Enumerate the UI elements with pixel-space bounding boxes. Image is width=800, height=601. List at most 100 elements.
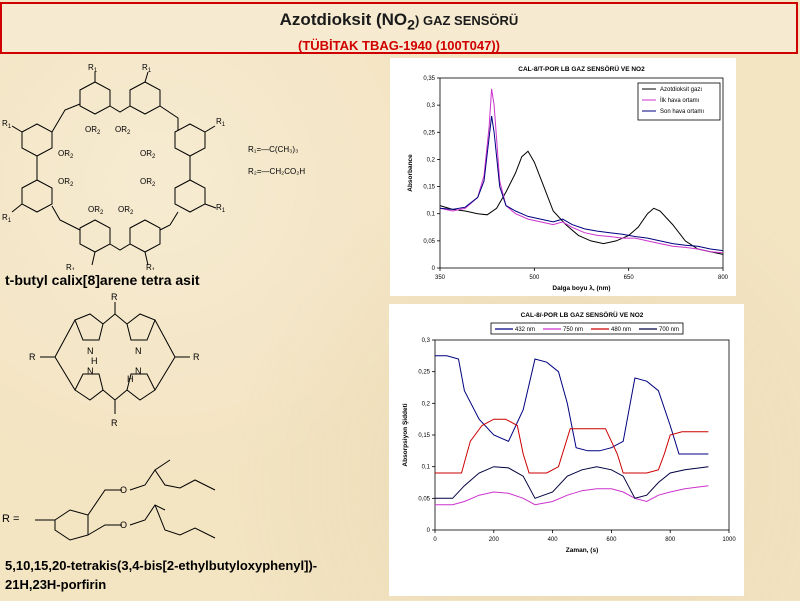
x-tick-label: 650 [624,275,635,281]
legend-box [490,322,684,335]
x-tick-label: 400 [548,537,559,543]
svg-text:OR2: OR2 [85,125,101,136]
r1-definition: R₁=—C(CH₃)₃ [248,145,298,154]
y-tick-label: 0 [427,528,431,534]
legend-entry: 480 nm [611,327,631,333]
svg-text:R1: R1 [2,213,12,224]
calixarene-structure: R1 R1 R1 R1 R1 R1 R1 R1 OR2 OR2 OR2 OR2 … [2,63,305,270]
series-line-2 [435,485,709,506]
series-line-2 [439,88,724,254]
y-tick-label: 0,2 [422,401,431,407]
ring-right-lower [174,179,206,213]
y-tick-label: 0,35 [423,76,435,82]
ring-bottom-left [79,219,111,253]
svg-text:H: H [91,356,98,366]
ring-top-left [79,81,111,115]
absorbance-chart-panel: CAL-8/T-POR LB GAZ SENSÖRÜ VE NO2 0 0,05 0,… [390,58,736,296]
calixarene-label: t-butyl calix[8]arene tetra asit [5,272,200,288]
y-tick-label: 0,25 [423,130,435,136]
time-chart: CAL-8/-POR LB GAZ SENSÖRÜ VE NO2 0 0,05 0,1… [402,310,736,554]
svg-text:OR2: OR2 [115,125,131,136]
y-tick-label: 0,1 [427,212,436,218]
legend-entry: 700 nm [659,327,679,333]
svg-text:OR2: OR2 [140,177,156,188]
ring-right-upper [174,123,206,157]
y-tick-label: 0,25 [418,370,430,376]
x-tick-label: 500 [529,275,540,281]
svg-text:R1: R1 [216,203,226,214]
svg-text:O: O [120,485,127,495]
y-tick-label: 0,1 [422,465,431,471]
x-tick-label: 0 [433,537,437,543]
legend-entry: İlk hava ortamı [660,97,700,104]
r2-definition: R₂=—CH₂CO₂H [248,167,305,176]
svg-text:R: R [29,352,36,362]
svg-text:OR2: OR2 [88,205,104,216]
x-axis-label: Zaman, (s) [566,547,599,554]
series-line-3 [435,418,709,474]
y-tick-label: 0,05 [423,239,435,245]
ring-bottom-right [129,219,161,253]
svg-text:R1: R1 [142,63,152,74]
y-axis-label: Absorbance [407,154,414,192]
y-tick-label: 0,3 [427,103,436,109]
y-tick-label: 0,15 [423,185,435,191]
ring-left-upper [21,123,53,157]
svg-text:OR2: OR2 [140,149,156,160]
series-line-1 [439,150,724,255]
svg-text:N: N [87,346,94,356]
svg-text:N: N [87,366,94,376]
series-line-3 [439,115,724,252]
substituent-structure: R = O O [2,459,216,541]
y-tick-label: 0,05 [418,496,430,502]
svg-text:R: R [111,418,118,428]
x-tick-label: 600 [606,537,617,543]
x-tick-label: 200 [489,537,500,543]
plot-area [434,339,730,531]
title-suffix: ) GAZ SENSÖRÜ [415,13,519,28]
legend-entry: Son hava ortamı [660,109,704,115]
porphyrin-label-line2: 21H,23H-porfirin [5,577,107,592]
page-subtitle: (TÜBİTAK TBAG-1940 (100T047)) [297,38,501,54]
svg-text:N: N [135,366,142,376]
x-axis-label: Dalga boyu λ, (nm) [552,284,610,292]
ring-top-right [129,81,161,115]
series-line-4 [435,466,709,499]
pyrrole-bottom-right [126,373,156,401]
r-equals-label: R = [2,513,19,525]
plot-area [439,77,724,269]
svg-text:OR2: OR2 [118,205,134,216]
svg-text:O: O [120,520,127,530]
svg-text:R: R [193,352,200,362]
ring-left-lower [21,179,53,213]
svg-text:R1: R1 [2,119,12,130]
title-text: Azotdioksit (NO [279,10,408,29]
legend-entry: Azotdioksit gazı [660,87,702,93]
chart-title: CAL-8/T-POR LB GAZ SENSÖRÜ VE NO2 [518,64,645,73]
legend-entry: 750 nm [563,327,583,333]
porphyrin-label-line1: 5,10,15,20-tetrakis(3,4-bis[2-ethylbutyl… [5,558,318,573]
title-subscript: 2 [407,17,416,34]
x-tick-label: 800 [665,537,676,543]
benzene-ring [54,509,89,541]
page-title: Azotdioksit (NO2) GAZ SENSÖRÜ [2,10,796,33]
legend-entry: 432 nm [515,327,535,333]
svg-text:R: R [111,292,118,302]
y-tick-label: 0,2 [427,157,436,163]
svg-text:R1: R1 [146,263,156,270]
svg-text:R1: R1 [216,117,226,128]
time-chart-panel: CAL-8/-POR LB GAZ SENSÖRÜ VE NO2 0 0,05 0,1… [389,304,744,596]
svg-text:OR2: OR2 [58,177,74,188]
pyrrole-top-right [126,313,156,341]
svg-text:OR2: OR2 [58,149,74,160]
series-line-1 [435,355,709,455]
pyrrole-bottom-left [74,373,104,401]
x-tick-label: 1000 [722,537,736,543]
svg-text:H: H [127,374,134,384]
y-tick-label: 0,15 [418,433,430,439]
y-tick-label: 0 [432,266,436,272]
absorbance-chart: CAL-8/T-POR LB GAZ SENSÖRÜ VE NO2 0 0,05 0,… [407,64,729,292]
y-tick-label: 0,3 [422,338,431,344]
y-axis-label: Absorpsiyon Şiddeti [402,403,409,466]
